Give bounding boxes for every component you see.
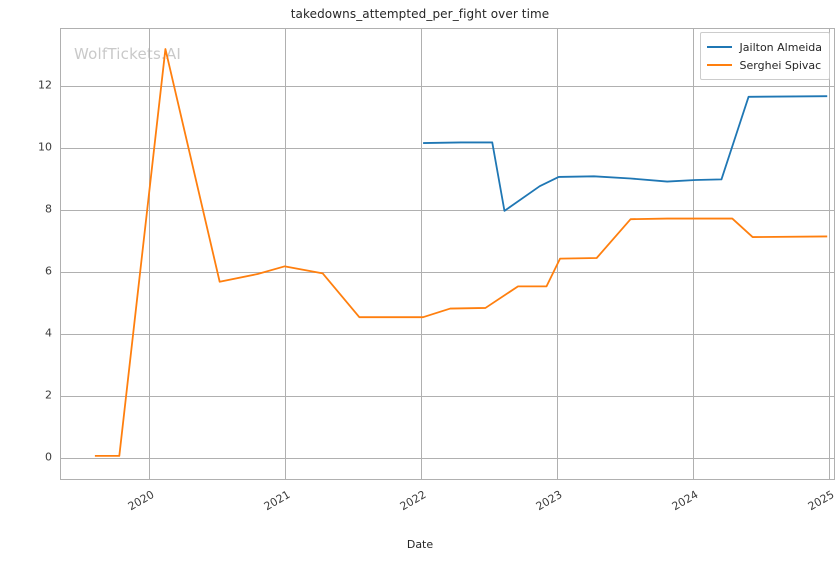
x-tick-label: 2021 <box>262 488 293 514</box>
chart-legend: Jailton Almeida Serghei Spivac <box>699 32 830 80</box>
gridline-horizontal <box>61 86 834 87</box>
y-tick-label: 8 <box>45 202 52 216</box>
x-tick-label: 2025 <box>805 488 837 514</box>
gridline-horizontal <box>61 458 834 459</box>
y-tick-label: 2 <box>45 388 52 402</box>
line-series-1 <box>423 95 828 212</box>
legend-item[interactable]: Serghei Spivac <box>706 56 822 74</box>
gridline-horizontal <box>61 148 834 149</box>
gridline-horizontal <box>61 210 834 211</box>
series-lines <box>94 48 828 457</box>
gridline-vertical <box>693 29 694 479</box>
x-tick-label: 2022 <box>398 488 429 514</box>
y-tick-label: 12 <box>38 78 52 92</box>
y-tick-label: 10 <box>38 140 52 154</box>
legend-item-label: Jailton Almeida <box>739 40 822 54</box>
gridline-horizontal <box>61 396 834 397</box>
gridline-vertical <box>149 29 150 479</box>
chart-title: takedowns_attempted_per_fight over time <box>290 7 550 21</box>
legend-item-label: Serghei Spivac <box>739 58 822 72</box>
x-tick-label: 2023 <box>534 488 565 514</box>
gridline-horizontal <box>61 334 834 335</box>
x-tick-label: 2024 <box>669 488 701 514</box>
gridline-vertical <box>557 29 558 479</box>
watermark-text: WolfTickets.AI <box>74 45 182 63</box>
gridline-vertical <box>285 29 286 479</box>
y-tick-label: 6 <box>45 264 52 278</box>
legend-item[interactable]: Jailton Almeida <box>706 38 822 56</box>
y-tick-label: 4 <box>45 326 52 340</box>
gridline-horizontal <box>61 272 834 273</box>
plot-area: WolfTickets.AI <box>60 28 835 480</box>
line-series-2 <box>94 48 828 457</box>
legend-color-swatch <box>706 46 732 48</box>
gridline-vertical <box>421 29 422 479</box>
gridline-vertical <box>829 29 830 479</box>
x-axis-label: Date <box>406 538 434 551</box>
legend-color-swatch <box>706 64 732 66</box>
x-tick-label: 2020 <box>126 488 157 514</box>
y-tick-label: 0 <box>45 450 52 464</box>
